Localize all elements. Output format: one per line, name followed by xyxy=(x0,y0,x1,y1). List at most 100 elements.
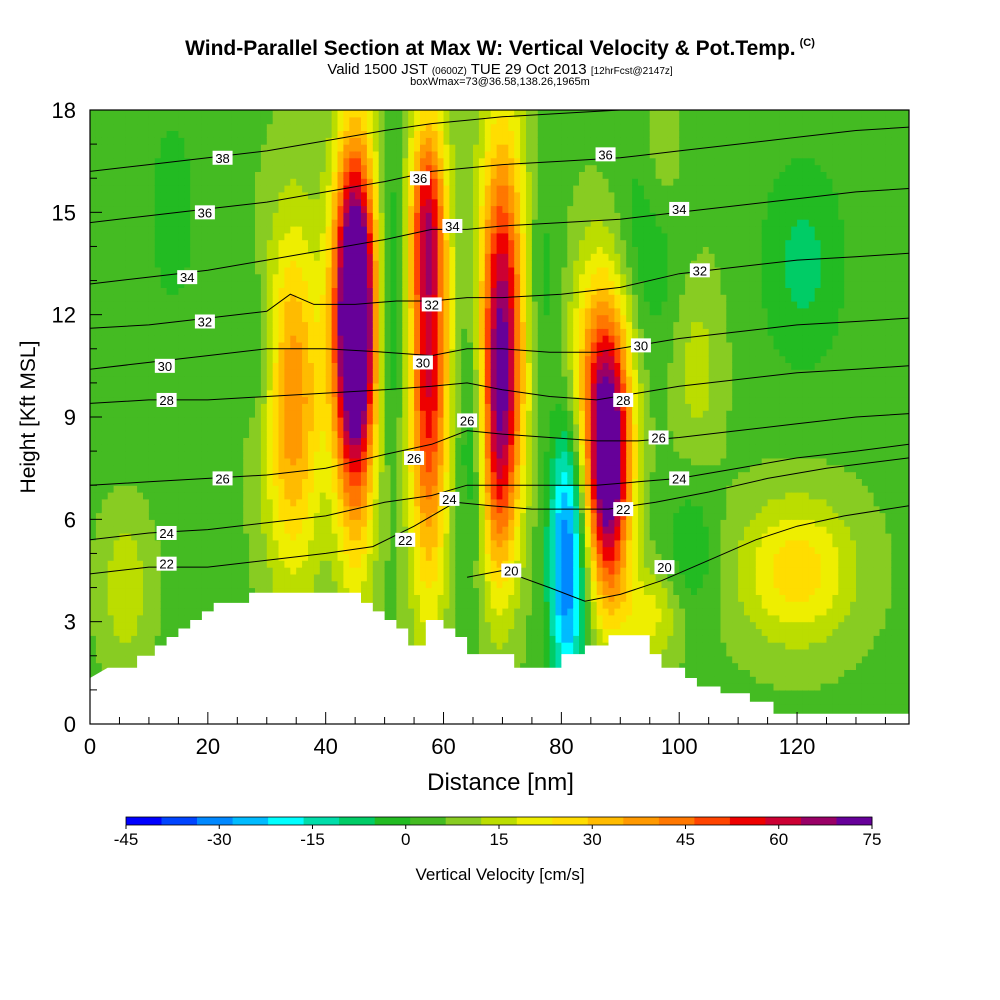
w-cell xyxy=(172,226,179,234)
w-cell xyxy=(213,492,221,500)
w-cell xyxy=(237,457,244,466)
w-cell xyxy=(137,587,144,595)
w-cell xyxy=(290,260,297,268)
w-cell xyxy=(184,335,191,343)
w-cell xyxy=(137,451,144,459)
w-cell xyxy=(119,587,126,595)
w-cell xyxy=(249,567,256,575)
w-cell xyxy=(172,587,179,595)
w-cell xyxy=(184,239,191,247)
w-cell xyxy=(119,273,126,282)
w-cell xyxy=(361,382,368,391)
w-cell xyxy=(172,485,179,493)
w-cell xyxy=(101,198,109,207)
w-cell xyxy=(255,198,262,207)
w-cell xyxy=(184,185,191,193)
w-cell xyxy=(349,253,356,261)
w-cell xyxy=(190,376,197,384)
w-cell xyxy=(101,471,109,479)
w-cell xyxy=(131,355,138,363)
w-cell xyxy=(172,314,179,323)
w-cell xyxy=(119,307,126,316)
w-cell xyxy=(196,239,203,247)
w-cell xyxy=(266,519,274,527)
w-cell xyxy=(190,123,197,131)
w-cell xyxy=(343,410,350,418)
w-cell xyxy=(95,430,103,438)
w-cell xyxy=(284,498,291,507)
w-cell xyxy=(131,505,138,514)
w-cell xyxy=(272,539,280,548)
w-cell xyxy=(361,464,368,473)
w-cell xyxy=(201,123,209,131)
w-cell xyxy=(225,355,232,363)
w-cell xyxy=(390,110,397,118)
w-cell xyxy=(378,198,386,207)
w-cell xyxy=(408,403,415,411)
w-cell xyxy=(302,150,309,159)
w-cell xyxy=(308,533,315,541)
w-cell xyxy=(201,219,209,227)
w-cell xyxy=(408,628,415,636)
w-cell xyxy=(255,137,262,145)
w-cell xyxy=(355,580,362,589)
w-cell xyxy=(319,430,327,438)
w-cell xyxy=(101,116,109,125)
w-cell xyxy=(166,471,174,479)
w-cell xyxy=(119,123,126,131)
w-cell xyxy=(95,594,103,602)
w-cell xyxy=(266,219,274,227)
w-cell xyxy=(390,307,397,316)
w-cell xyxy=(107,403,115,411)
w-cell xyxy=(337,423,344,432)
w-cell xyxy=(278,471,285,479)
w-cell xyxy=(296,417,303,425)
w-cell xyxy=(95,307,103,316)
w-cell xyxy=(148,342,156,350)
w-cell xyxy=(278,417,285,425)
w-cell xyxy=(95,342,103,350)
w-cell xyxy=(325,362,333,370)
w-cell xyxy=(384,437,392,445)
w-cell xyxy=(278,587,285,595)
w-cell xyxy=(302,335,309,343)
w-cell xyxy=(172,212,179,220)
w-cell xyxy=(137,526,144,534)
w-cell xyxy=(207,335,215,343)
w-cell xyxy=(296,178,303,186)
w-cell xyxy=(113,437,121,445)
w-cell xyxy=(308,573,315,582)
w-cell xyxy=(243,280,250,288)
w-cell xyxy=(143,369,150,377)
w-cell xyxy=(349,423,356,432)
w-cell xyxy=(343,150,350,159)
w-cell xyxy=(196,567,203,575)
w-cell xyxy=(90,457,97,466)
w-cell xyxy=(125,150,132,159)
w-cell xyxy=(143,614,150,623)
w-cell xyxy=(207,232,215,241)
w-cell xyxy=(160,635,168,643)
w-cell xyxy=(408,594,415,602)
w-cell xyxy=(190,526,197,534)
w-cell xyxy=(308,457,315,466)
w-cell xyxy=(402,178,409,186)
w-cell xyxy=(184,226,191,234)
w-cell xyxy=(313,546,321,554)
w-cell xyxy=(213,260,221,268)
w-cell xyxy=(107,512,115,520)
w-cell xyxy=(384,226,392,234)
w-cell xyxy=(190,342,197,350)
w-cell xyxy=(255,423,262,432)
w-cell xyxy=(95,137,103,145)
w-cell xyxy=(313,410,321,418)
w-cell xyxy=(402,492,409,500)
w-cell xyxy=(154,519,162,527)
w-cell xyxy=(308,389,315,398)
w-cell xyxy=(384,389,392,398)
w-cell xyxy=(260,226,268,234)
w-cell xyxy=(249,389,256,398)
w-cell xyxy=(196,423,203,432)
w-cell xyxy=(90,116,97,125)
w-cell xyxy=(101,219,109,227)
